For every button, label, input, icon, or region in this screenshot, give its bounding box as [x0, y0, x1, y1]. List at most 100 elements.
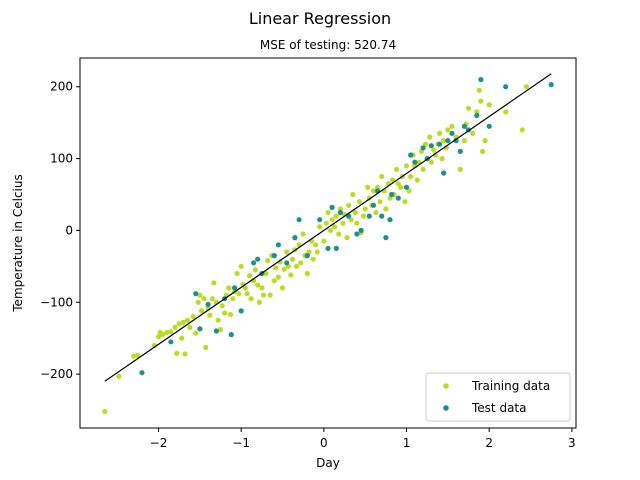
training-point-1 [116, 373, 122, 379]
test-point-46 [457, 148, 463, 154]
test-point-22 [333, 245, 339, 251]
x-tick-label: 3 [568, 436, 576, 450]
test-point-5 [213, 328, 219, 334]
legend-box [425, 372, 571, 422]
test-point-13 [271, 253, 277, 259]
training-point-28 [211, 280, 217, 286]
training-point-32 [219, 303, 225, 309]
training-point-45 [246, 273, 253, 279]
test-point-7 [228, 332, 234, 338]
training-point-133 [431, 147, 437, 153]
test-point-28 [370, 202, 377, 208]
training-point-68 [294, 263, 300, 269]
training-point-119 [402, 199, 408, 205]
test-point-0 [139, 370, 145, 376]
training-point-99 [360, 213, 367, 219]
plot-frame [79, 57, 577, 429]
training-point-108 [379, 173, 385, 180]
training-point-39 [234, 270, 240, 277]
test-point-3 [197, 326, 203, 332]
training-point-58 [273, 265, 279, 271]
legend-marker-test [443, 405, 449, 411]
test-point-49 [474, 112, 480, 119]
training-point-81 [323, 220, 329, 226]
training-point-78 [314, 249, 320, 255]
test-point-38 [420, 145, 426, 151]
chart-title: Linear Regression [249, 9, 391, 28]
y-tick-label: 0 [65, 223, 73, 237]
y-axis-label: Temperature in Celcius [11, 174, 25, 312]
test-point-9 [238, 308, 244, 314]
legend: Training data Test data [425, 372, 571, 422]
training-point-79 [317, 224, 323, 230]
x-axis-label: Day [316, 456, 340, 470]
training-point-110 [383, 206, 389, 212]
y-tick-label: −200 [40, 367, 73, 381]
training-point-106 [375, 184, 381, 190]
test-point-20 [325, 245, 331, 251]
training-point-73 [304, 270, 310, 277]
training-point-27 [209, 296, 215, 302]
test-point-23 [337, 209, 343, 216]
training-point-55 [267, 292, 273, 298]
training-point-46 [248, 296, 254, 302]
training-point-152 [482, 138, 488, 144]
test-point-18 [304, 253, 310, 259]
training-point-54 [265, 258, 271, 264]
training-point-120 [403, 163, 410, 169]
training-point-33 [222, 310, 228, 316]
test-point-34 [395, 195, 401, 201]
training-point-40 [236, 291, 242, 297]
training-point-48 [252, 267, 258, 273]
training-point-70 [298, 260, 304, 266]
training-point-80 [321, 238, 327, 244]
training-point-13 [179, 335, 185, 341]
training-point-150 [478, 98, 484, 104]
training-point-17 [187, 324, 193, 330]
training-point-26 [207, 312, 213, 318]
training-point-84 [329, 217, 335, 223]
training-point-24 [203, 344, 209, 351]
training-point-117 [398, 184, 404, 190]
training-point-141 [449, 123, 455, 129]
regression-line [104, 73, 552, 382]
training-point-89 [340, 220, 346, 226]
legend-label-test: Test data [471, 401, 526, 415]
training-point-95 [352, 209, 358, 216]
x-tick-label: −2 [150, 436, 168, 450]
training-point-65 [288, 272, 294, 278]
training-point-105 [373, 209, 379, 216]
x-tick-label: 1 [403, 436, 411, 450]
training-point-41 [238, 263, 244, 269]
test-point-4 [205, 301, 211, 307]
test-point-21 [329, 204, 335, 210]
y-tick-label: 100 [50, 152, 73, 166]
training-point-85 [332, 224, 338, 230]
training-point-131 [427, 134, 433, 140]
training-point-21 [197, 292, 203, 298]
test-point-53 [548, 82, 554, 88]
x-tick-label: 2 [485, 436, 493, 450]
training-point-125 [414, 177, 420, 183]
training-point-154 [503, 109, 509, 115]
training-point-0 [102, 408, 108, 415]
test-point-33 [389, 191, 395, 198]
training-point-50 [256, 299, 262, 305]
test-point-32 [387, 217, 393, 223]
test-point-30 [379, 213, 385, 219]
training-point-122 [408, 173, 414, 180]
training-point-22 [198, 308, 205, 314]
training-point-59 [275, 274, 281, 280]
training-point-9 [168, 329, 174, 335]
training-point-148 [474, 109, 480, 115]
training-point-144 [461, 138, 467, 144]
test-point-37 [412, 159, 418, 165]
training-point-82 [325, 209, 331, 216]
y-axis-ticks: −200 −100 0 100 200 [40, 80, 80, 381]
training-point-147 [470, 130, 476, 136]
test-point-31 [383, 235, 389, 241]
training-point-146 [465, 105, 472, 111]
training-point-20 [195, 299, 201, 305]
training-point-57 [271, 278, 277, 284]
test-point-19 [317, 217, 323, 223]
